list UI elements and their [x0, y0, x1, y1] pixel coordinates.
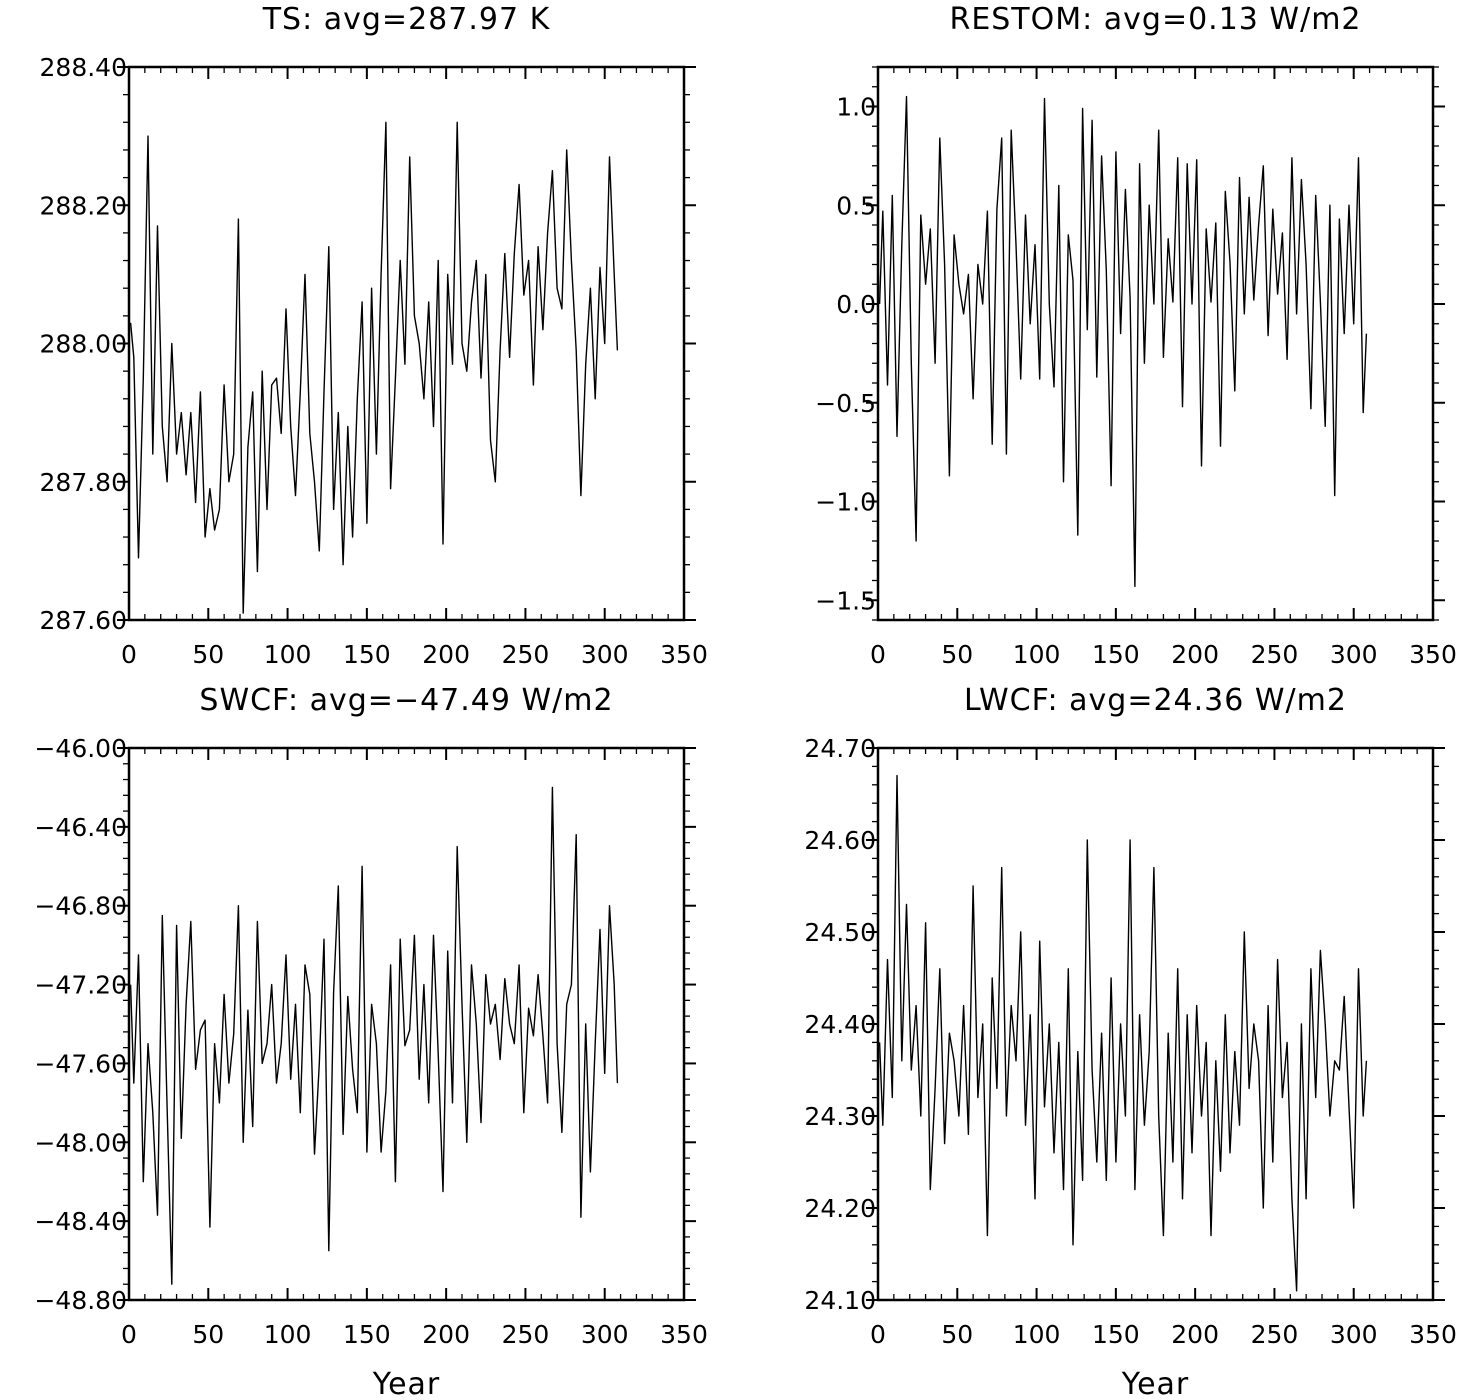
ts-y-tick-label: 288.20	[40, 191, 127, 220]
swcf-x-tick-label: 150	[343, 1320, 391, 1349]
lwcf-y-tick-label: 24.40	[804, 1010, 876, 1039]
restom-x-tick-label: 100	[1013, 640, 1061, 669]
ts-x-tick-label: 250	[502, 640, 550, 669]
swcf-x-axis-label: Year	[372, 1367, 441, 1400]
lwcf-x-tick-label: 0	[870, 1320, 886, 1349]
swcf-y-tick-label: −48.00	[34, 1128, 127, 1157]
lwcf-x-tick-label: 200	[1171, 1320, 1219, 1349]
panel-ts: TS: avg=287.97 K 0 50 100 150 200 250 300 350 287…	[40, 2, 708, 669]
ts-x-tick-label: 300	[581, 640, 629, 669]
swcf-y-tick-label: −46.40	[34, 813, 127, 842]
ts-y-tick-label: 287.60	[40, 606, 127, 635]
ts-x-tick-label: 150	[343, 640, 391, 669]
lwcf-title: LWCF: avg=24.36 W/m2	[964, 683, 1347, 718]
swcf-x-tick-label: 200	[422, 1320, 470, 1349]
restom-y-tick-label: 0.5	[836, 191, 876, 220]
restom-x-tick-label: 200	[1171, 640, 1219, 669]
lwcf-x-tick-label: 150	[1092, 1320, 1140, 1349]
lwcf-y-tick-label: 24.50	[804, 918, 876, 947]
swcf-y-tick-label: −46.80	[34, 892, 127, 921]
swcf-y-tick-label: −46.00	[34, 734, 127, 763]
swcf-y-tick-label: −48.80	[34, 1286, 127, 1315]
swcf-x-tick-label: 50	[192, 1320, 224, 1349]
restom-y-tick-label: −0.5	[815, 389, 876, 418]
restom-x-tick-label: 350	[1409, 640, 1457, 669]
lwcf-x-axis-label: Year	[1121, 1367, 1190, 1400]
lwcf-x-tick-label: 100	[1013, 1320, 1061, 1349]
swcf-x-tick-label: 350	[660, 1320, 708, 1349]
restom-x-tick-label: 0	[870, 640, 886, 669]
restom-x-tick-label: 150	[1092, 640, 1140, 669]
panel-restom: RESTOM: avg=0.13 W/m2 0 50 100 150 200 250 300 3…	[815, 2, 1457, 669]
panel-lwcf: LWCF: avg=24.36 W/m2 0 50 100 150 200 250 300 35…	[804, 683, 1456, 1400]
swcf-x-tick-label: 100	[264, 1320, 312, 1349]
lwcf-series-line	[878, 774, 1368, 1292]
restom-series-line	[878, 95, 1368, 588]
lwcf-y-tick-label: 24.20	[804, 1194, 876, 1223]
ts-y-tick-label: 288.00	[40, 330, 127, 359]
restom-x-tick-label: 50	[941, 640, 973, 669]
swcf-x-tick-label: 300	[581, 1320, 629, 1349]
lwcf-x-tick-label: 300	[1330, 1320, 1378, 1349]
restom-x-tick-label: 250	[1251, 640, 1299, 669]
ts-y-tick-label: 288.40	[40, 53, 127, 82]
lwcf-x-tick-label: 250	[1251, 1320, 1299, 1349]
lwcf-y-tick-label: 24.10	[804, 1286, 876, 1315]
ts-x-tick-label: 0	[121, 640, 137, 669]
ts-title: TS: avg=287.97 K	[262, 2, 551, 37]
ts-x-tick-label: 350	[660, 640, 708, 669]
swcf-series-line	[129, 786, 619, 1285]
swcf-y-tick-label: −47.60	[34, 1049, 127, 1078]
swcf-title: SWCF: avg=−47.49 W/m2	[199, 683, 613, 718]
swcf-plot-frame	[127, 746, 686, 1302]
ts-x-tick-label: 50	[192, 640, 224, 669]
lwcf-plot-frame	[876, 746, 1435, 1302]
restom-y-tick-label: −1.5	[815, 586, 876, 615]
panel-swcf: SWCF: avg=−47.49 W/m2 0 50 100 150 200 250 300 3…	[34, 683, 707, 1400]
restom-y-tick-label: −1.0	[815, 488, 876, 517]
restom-plot-frame	[876, 65, 1435, 622]
swcf-x-tick-label: 0	[121, 1320, 137, 1349]
lwcf-y-tick-label: 24.70	[804, 734, 876, 763]
ts-y-tick-label: 287.80	[40, 468, 127, 497]
restom-title: RESTOM: avg=0.13 W/m2	[949, 2, 1361, 37]
swcf-y-tick-label: −48.40	[34, 1207, 127, 1236]
restom-x-tick-label: 300	[1330, 640, 1378, 669]
ts-x-tick-label: 100	[264, 640, 312, 669]
lwcf-x-tick-label: 50	[941, 1320, 973, 1349]
ts-x-tick-label: 200	[422, 640, 470, 669]
lwcf-x-tick-label: 350	[1409, 1320, 1457, 1349]
ts-series-line	[129, 121, 619, 614]
restom-y-tick-label: 0.0	[836, 290, 876, 319]
restom-y-tick-label: 1.0	[836, 93, 876, 122]
lwcf-y-tick-label: 24.30	[804, 1102, 876, 1131]
lwcf-y-tick-label: 24.60	[804, 826, 876, 855]
swcf-x-tick-label: 250	[502, 1320, 550, 1349]
ts-plot-frame	[127, 65, 686, 622]
swcf-y-tick-label: −47.20	[34, 971, 127, 1000]
